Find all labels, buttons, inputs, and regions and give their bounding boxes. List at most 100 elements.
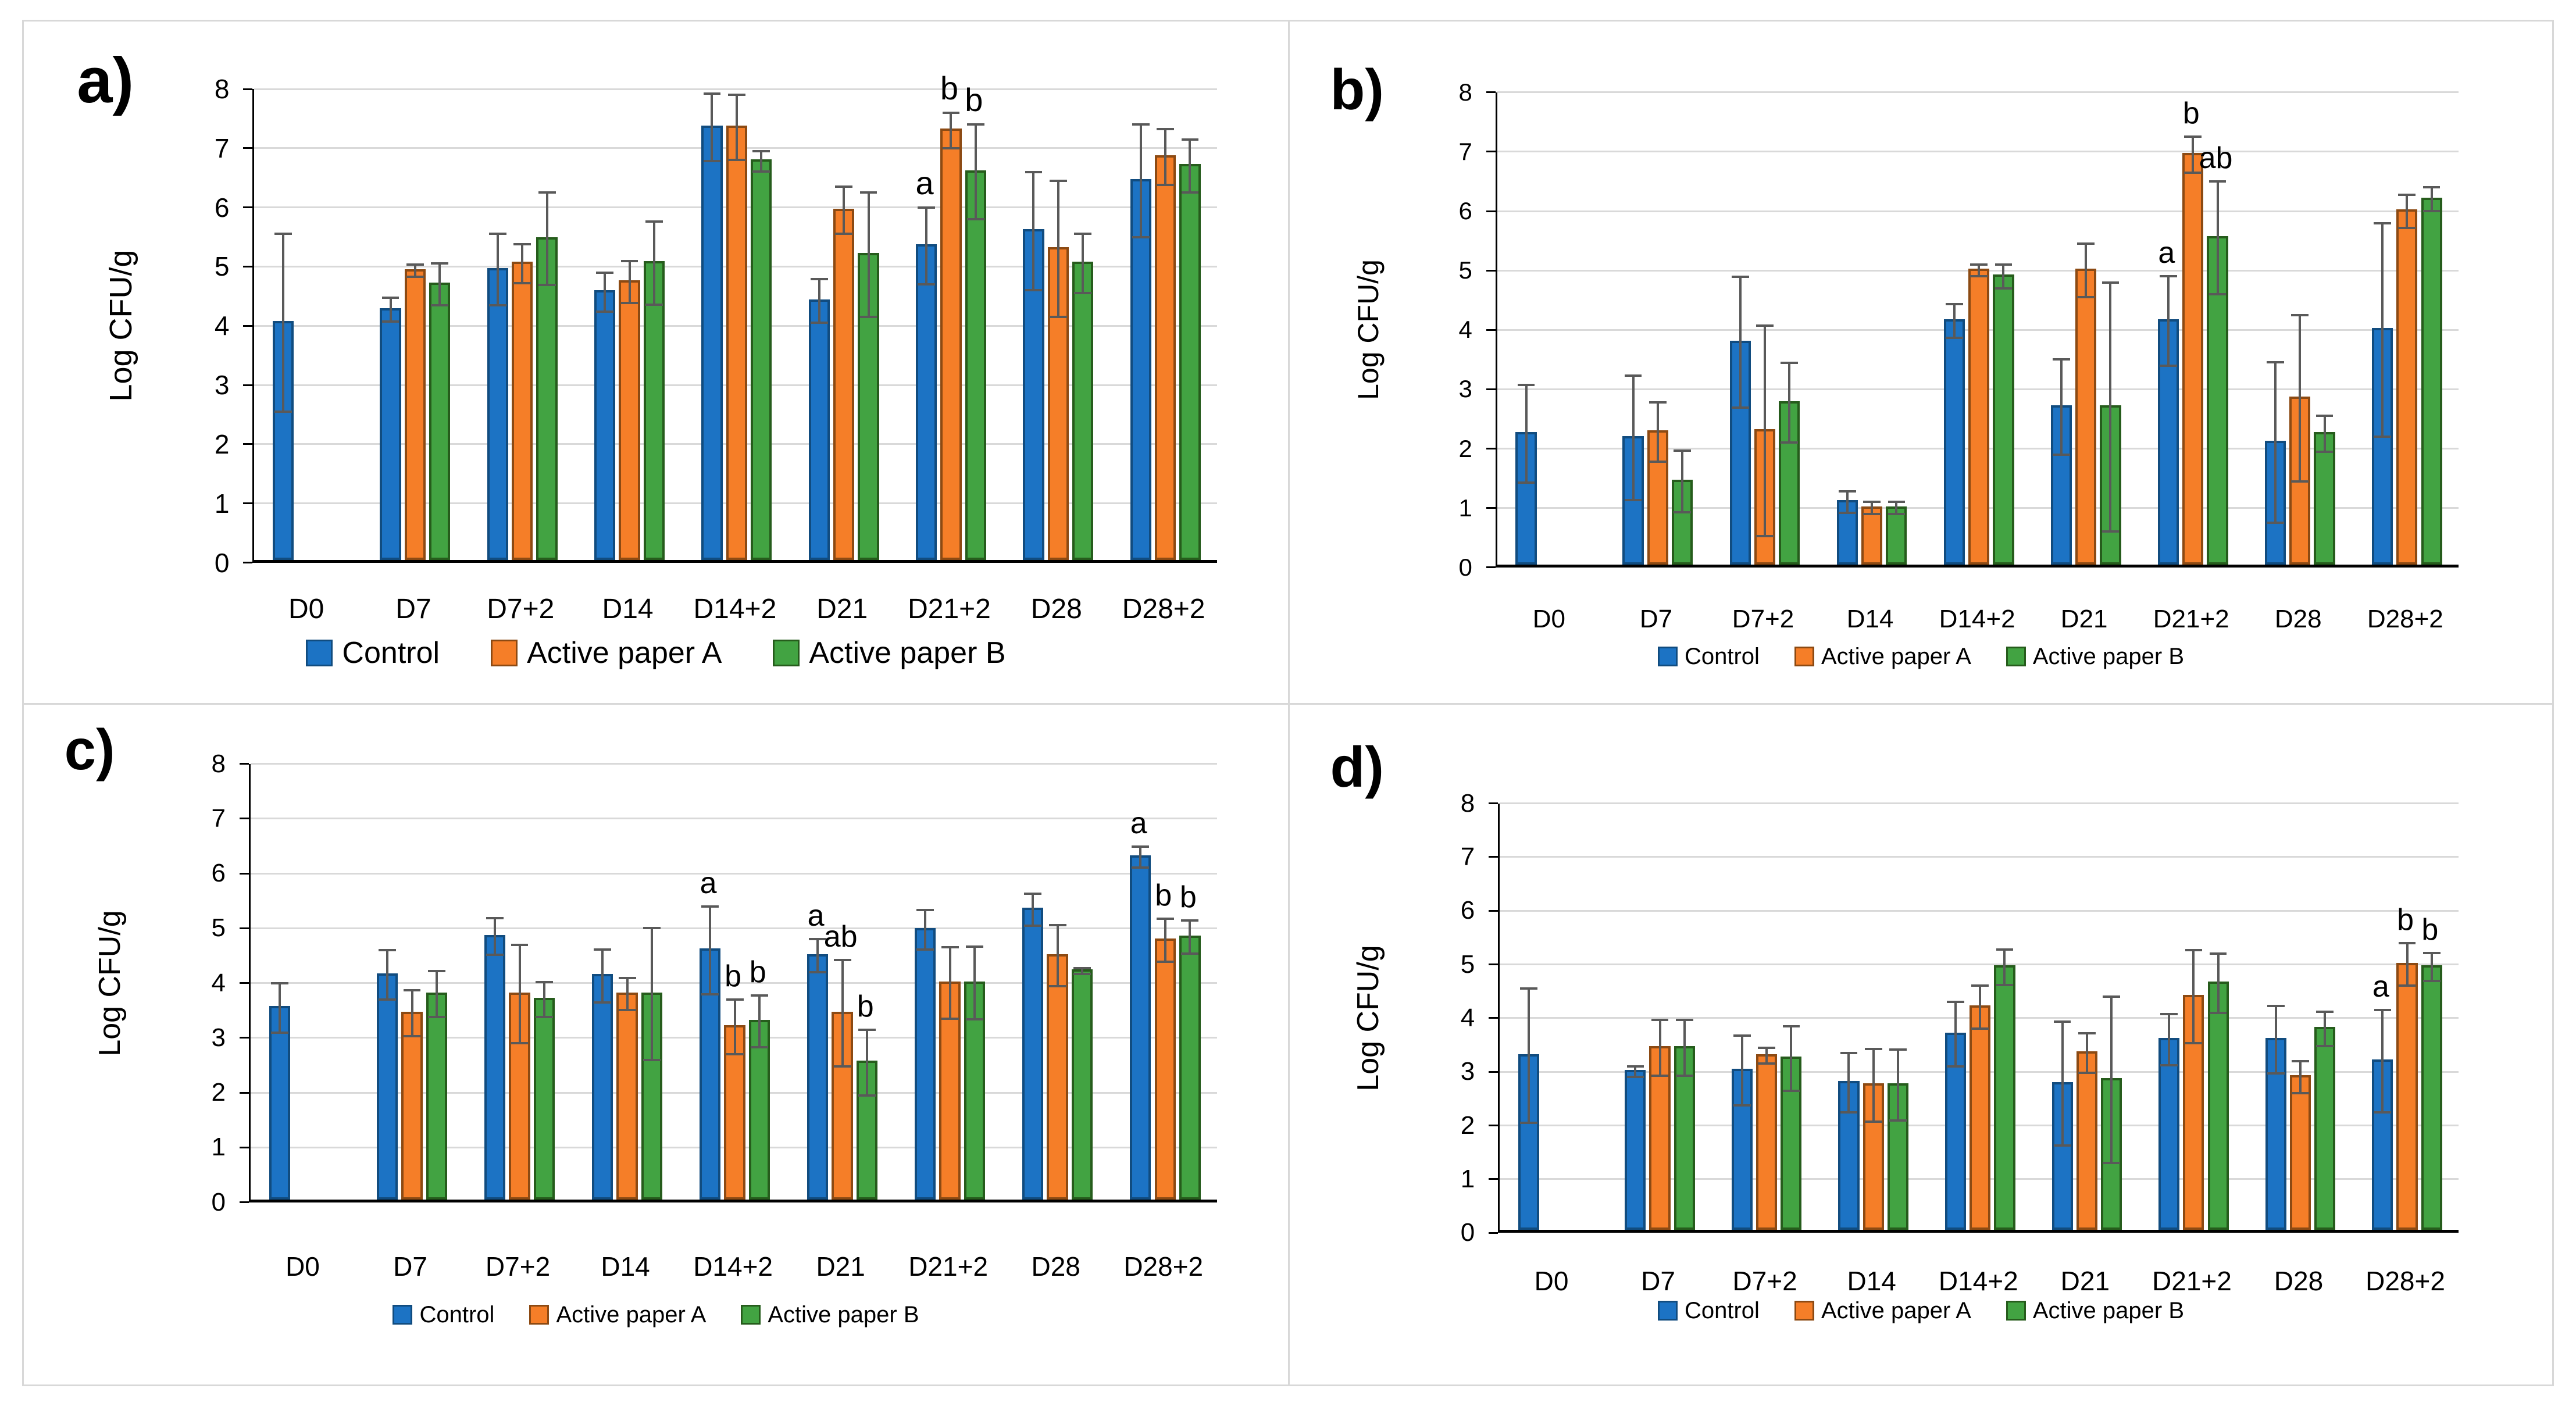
error-bar-cap-top (751, 994, 769, 997)
error-bar-cap-top (752, 149, 770, 152)
legend-label: Control (1684, 643, 1760, 669)
y-tick-label: 6 (211, 859, 226, 888)
gridline-y5 (1500, 963, 2459, 966)
error-bar-cap-top (2160, 1012, 2178, 1015)
error-bar-cap-top (966, 123, 984, 126)
error-bar (436, 970, 438, 1018)
y-tick-mark (1486, 329, 1496, 331)
y-tick-mark (1489, 856, 1498, 858)
bar-active-paper-a (1970, 1005, 1991, 1230)
y-tick-label: 4 (214, 311, 230, 341)
error-bar-cap-bottom (2052, 453, 2070, 456)
error-bar-cap-bottom (2316, 1044, 2334, 1047)
x-category-label: D21+2 (908, 593, 991, 625)
error-bar-cap-top (1626, 1065, 1644, 1068)
bar-active-paper-a (726, 126, 747, 560)
error-bar (841, 960, 844, 1066)
y-tick-label: 7 (211, 804, 226, 833)
x-category-label: D21 (2060, 604, 2108, 633)
y-tick-mark (1486, 151, 1496, 153)
error-bar-cap-bottom (2398, 226, 2416, 229)
error-bar-cap-bottom (486, 953, 504, 956)
gridline-y8 (250, 763, 1218, 765)
error-bar (1871, 502, 1874, 514)
bar-active-paper-b (856, 1061, 878, 1200)
error-bar-cap-top (2267, 1004, 2285, 1007)
error-bar-cap-bottom (1519, 1121, 1537, 1124)
bar-control (376, 973, 398, 1200)
x-category-label: D7 (393, 1251, 427, 1282)
error-bar (2003, 949, 2006, 985)
bar-active-paper-a (833, 208, 855, 560)
y-tick-mark (243, 206, 253, 209)
legend-swatch-icon (1794, 1301, 1814, 1321)
x-category-label: D0 (286, 1251, 320, 1282)
error-bar-cap-top (1888, 501, 1906, 504)
error-bar (1895, 502, 1898, 514)
y-tick-label: 2 (214, 429, 230, 459)
error-bar-cap-bottom (2267, 522, 2284, 524)
error-bar (2060, 359, 2063, 455)
legend-label: Control (342, 636, 440, 670)
bar-active-paper-a (1047, 954, 1068, 1200)
significance-letter: b (2182, 97, 2200, 131)
y-tick-mark (243, 502, 253, 505)
x-category-label: D14+2 (693, 1251, 773, 1282)
error-bar (973, 947, 976, 1019)
error-bar-cap-bottom (645, 303, 663, 306)
error-bar (1978, 264, 1981, 277)
error-bar-cap-bottom (941, 1017, 959, 1020)
error-bar (758, 995, 761, 1047)
significance-letter: b (2397, 902, 2414, 937)
error-bar-cap-bottom (1971, 1027, 1989, 1030)
y-tick-mark (243, 562, 253, 564)
y-tick-label: 5 (1458, 256, 1472, 284)
error-bar-cap-bottom (859, 316, 877, 318)
y-tick-mark (1489, 1125, 1498, 1127)
error-bar-cap-bottom (1782, 1089, 1800, 1092)
y-tick-mark (1489, 1017, 1498, 1019)
y-tick-mark (243, 265, 253, 267)
bar-active-paper-a (2182, 153, 2204, 565)
bar-active-paper-b (2207, 981, 2229, 1230)
error-bar-cap-top (941, 946, 959, 949)
error-bar-cap-top (381, 297, 399, 299)
error-bar (1189, 139, 1191, 193)
bar-active-paper-b (1994, 965, 2015, 1230)
error-bar-cap-bottom (1132, 866, 1150, 869)
error-bar-cap-bottom (1758, 1062, 1775, 1065)
y-tick-label: 8 (214, 74, 230, 105)
error-bar (1057, 180, 1059, 317)
error-bar (925, 207, 928, 284)
bar-control (1022, 908, 1044, 1200)
bar-control (487, 267, 508, 560)
error-bar-cap-top (1519, 987, 1537, 990)
error-bar (1979, 986, 1982, 1029)
error-bar (711, 94, 713, 162)
bar-active-paper-b (1993, 274, 2014, 565)
legend-label: Control (1684, 1298, 1760, 1324)
y-tick-mark (239, 818, 249, 820)
error-bar-cap-top (726, 998, 744, 1001)
error-bar-cap-bottom (2315, 450, 2334, 453)
y-tick-label: 7 (1458, 137, 1472, 165)
significance-letter: b (749, 955, 766, 990)
error-bar-cap-bottom (809, 970, 826, 973)
error-bar (2430, 187, 2433, 212)
x-category-label: D21+2 (908, 1251, 989, 1282)
bar-active-paper-a (616, 992, 638, 1200)
error-bar-cap-bottom (918, 283, 935, 286)
legend-label: Active paper B (2032, 643, 2185, 669)
significance-letter: a (2372, 970, 2389, 1004)
legend-item-control: Control (393, 1303, 494, 1326)
significance-letter: b (2421, 913, 2439, 947)
error-bar (1082, 234, 1084, 294)
error-bar (1527, 989, 1530, 1123)
error-bar (628, 261, 631, 303)
x-category-label: D14+2 (1938, 1265, 2018, 1296)
y-tick-mark (239, 763, 249, 765)
bar-control (1943, 319, 1965, 565)
error-bar-cap-top (643, 927, 661, 930)
error-bar-cap-top (916, 909, 934, 912)
y-tick-mark (243, 384, 253, 386)
